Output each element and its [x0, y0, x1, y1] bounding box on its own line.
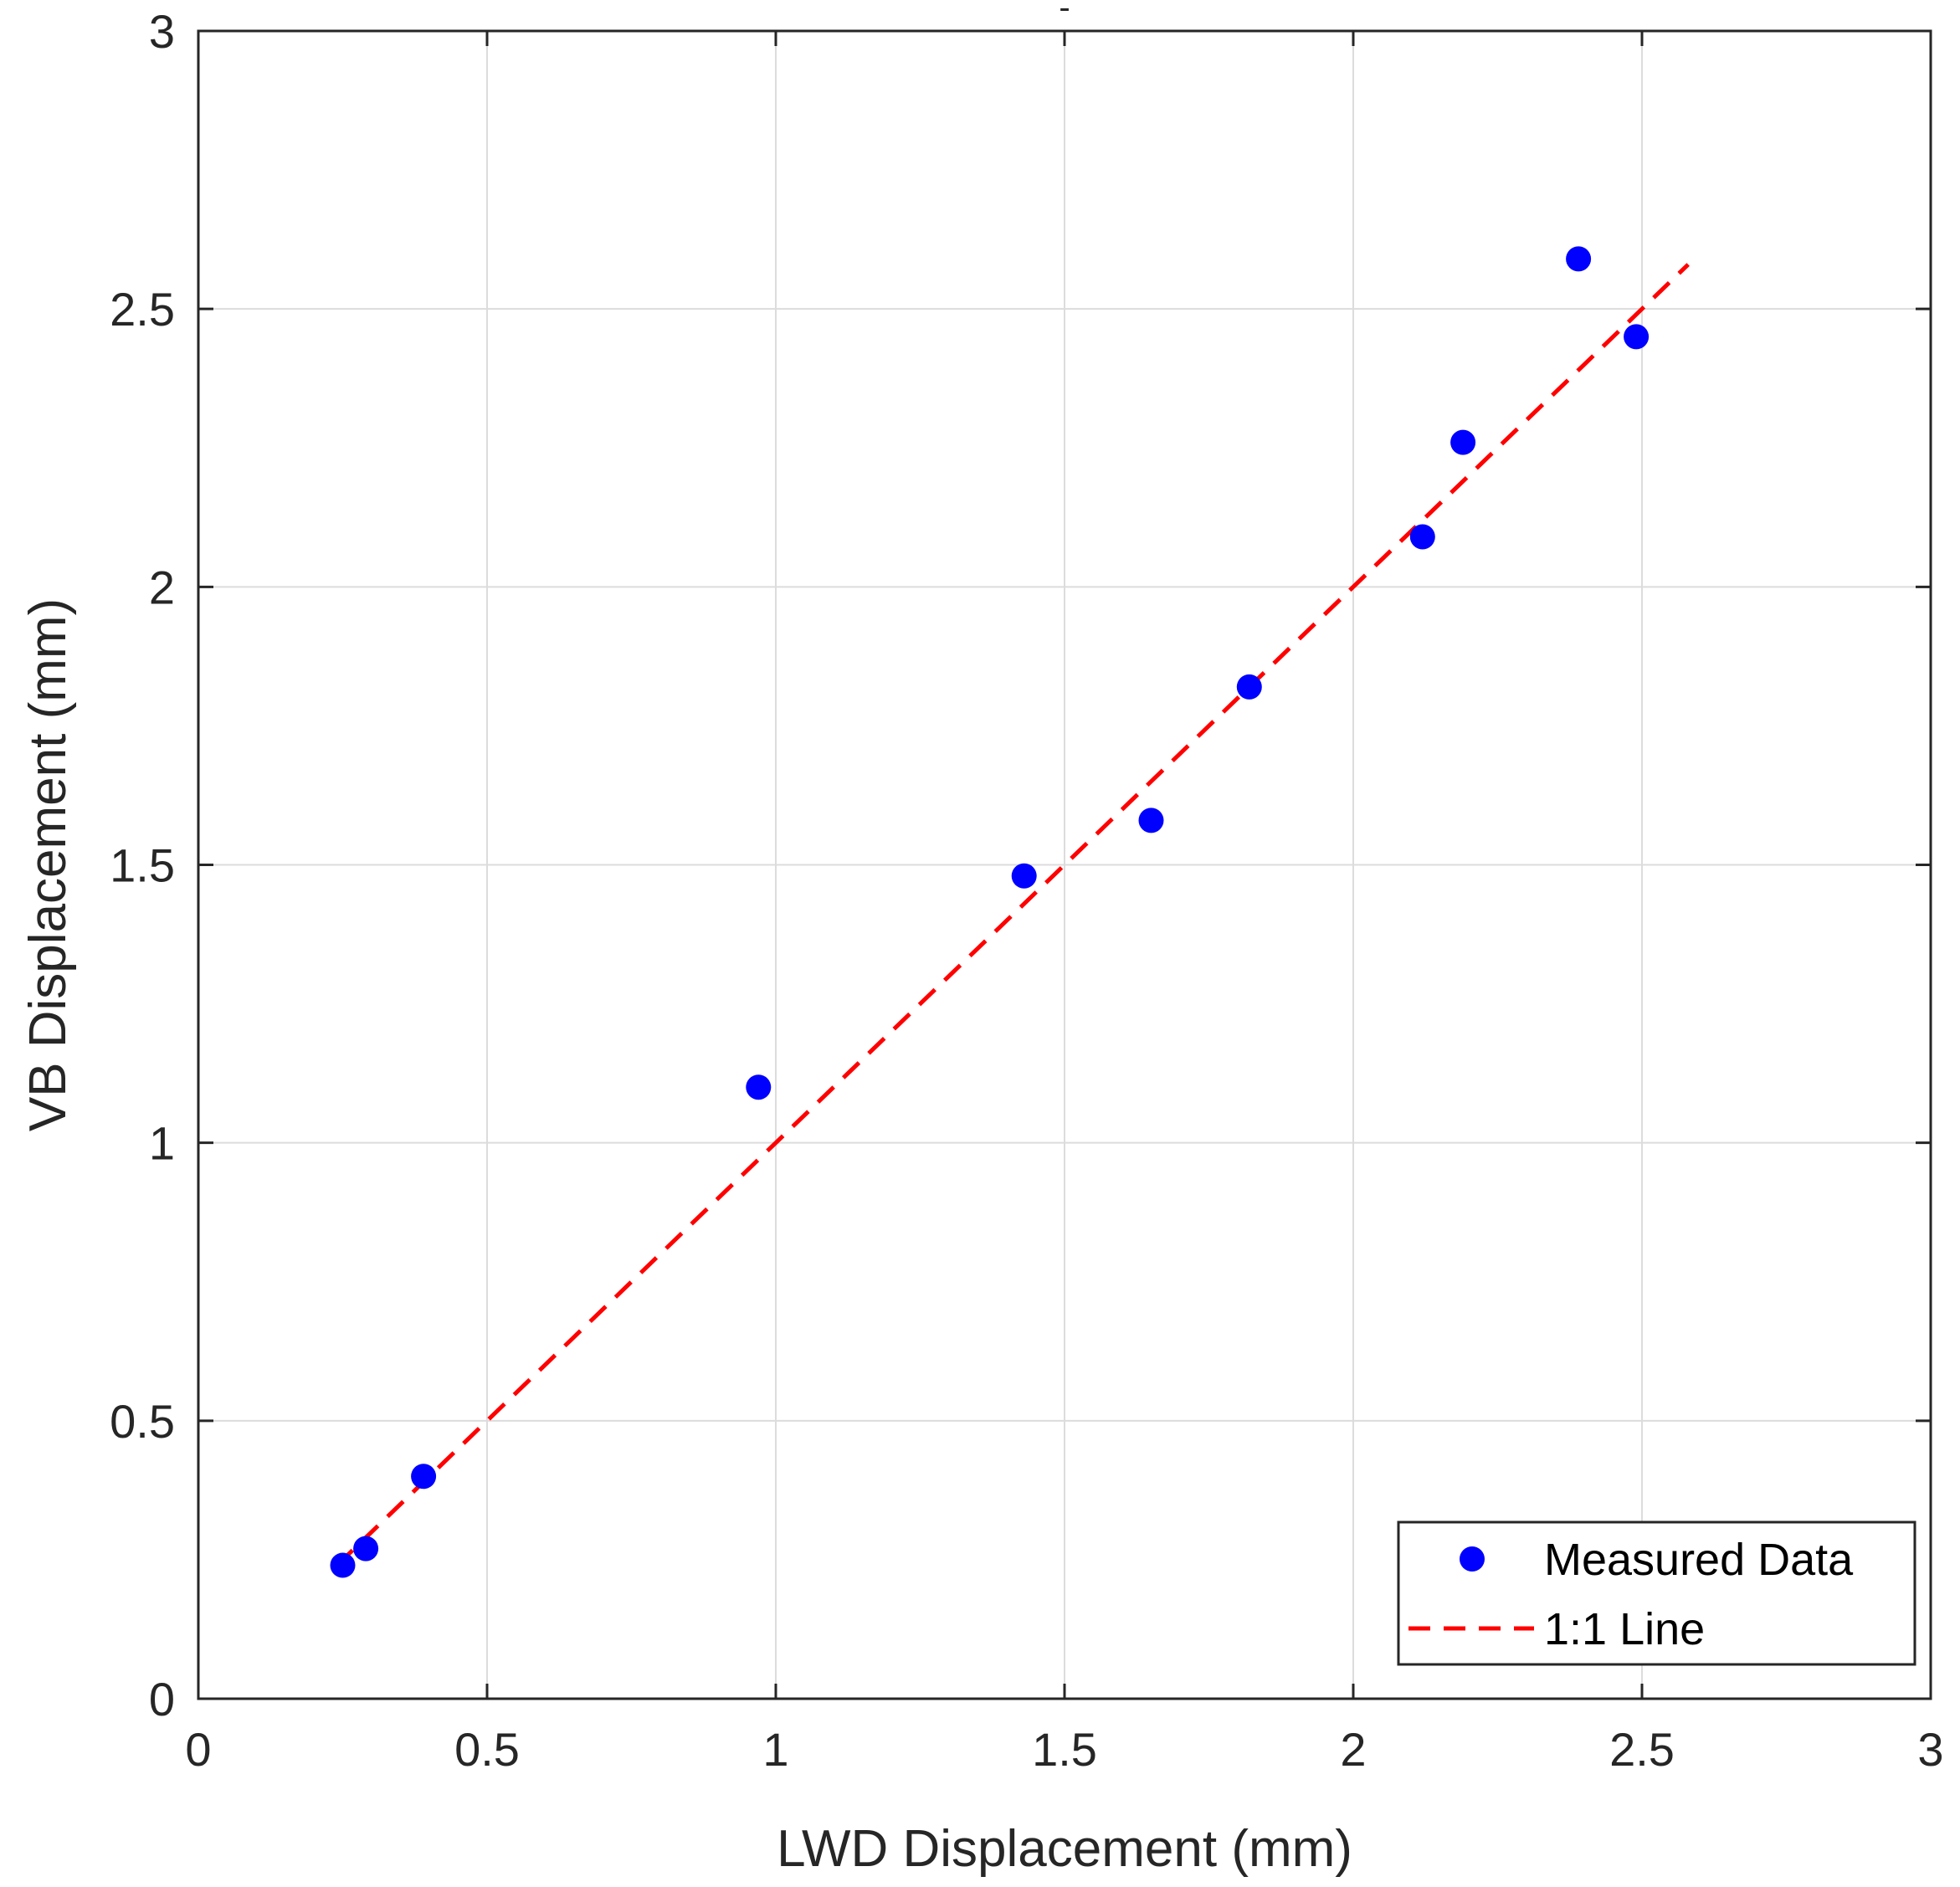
one-to-one-line [335, 263, 1690, 1567]
x-tick-label: 0.5 [454, 1723, 520, 1776]
y-tick-label: 2.5 [110, 283, 175, 336]
legend-label-one-to-one-line: 1:1 Line [1544, 1604, 1705, 1654]
y-tick-label: 1.5 [110, 839, 175, 892]
x-tick-label: 2 [1340, 1723, 1366, 1776]
y-axis-title: VB Displacement (mm) [19, 598, 77, 1131]
x-tick-label: 1.5 [1032, 1723, 1097, 1776]
data-point [1236, 674, 1262, 700]
y-tick-label: 0.5 [110, 1395, 175, 1448]
y-tick-label: 3 [149, 5, 175, 58]
plot-frame [197, 29, 1932, 1700]
legend-box [1397, 1520, 1916, 1666]
x-tick-labels: 0 0.5 1 1.5 2 2.5 3 [185, 1723, 1943, 1776]
data-points [330, 246, 1650, 1578]
reference-line-group [335, 263, 1690, 1567]
x-axis-title: LWD Displacement (mm) [777, 1820, 1352, 1878]
x-tick-label: 2.5 [1609, 1723, 1675, 1776]
x-tick-label: 0 [185, 1723, 211, 1776]
y-tick-label: 2 [149, 561, 175, 613]
legend-label-measured-data: Measured Data [1544, 1535, 1854, 1585]
x-tick-label: 3 [1917, 1723, 1943, 1776]
legend: Measured Data 1:1 Line [1397, 1520, 1916, 1666]
x-tick-label: 1 [762, 1723, 788, 1776]
data-point [1138, 808, 1164, 833]
data-point [330, 1552, 356, 1578]
data-point [746, 1074, 772, 1100]
data-point [1450, 429, 1476, 455]
data-point [1011, 863, 1037, 889]
data-point [411, 1464, 437, 1490]
data-point [1409, 524, 1435, 550]
y-tick-labels: 0 0.5 1 1.5 2 2.5 3 [110, 5, 175, 1725]
y-tick-label: 0 [149, 1673, 175, 1725]
y-tick-label: 1 [149, 1117, 175, 1170]
chart-title: - [1059, 0, 1070, 26]
data-point [1624, 324, 1650, 350]
legend-marker-measured-data [1460, 1546, 1485, 1572]
data-point [353, 1536, 379, 1561]
data-point [1566, 246, 1592, 272]
